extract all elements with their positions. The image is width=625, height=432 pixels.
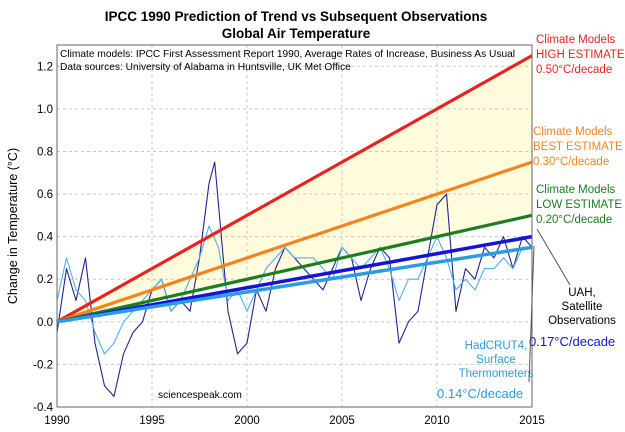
x-tick-label: 2000 [234, 415, 260, 427]
trend-label-high: 0.50°C/decade [536, 64, 612, 76]
trend-rate-hadcrut: 0.14°C/decade [437, 386, 523, 401]
trend-label-low: LOW ESTIMATE [536, 199, 622, 211]
source-note: Climate models: IPCC First Assessment Re… [60, 49, 515, 60]
trend-label-best: BEST ESTIMATE [533, 141, 623, 153]
trend-label-uah: UAH, [568, 287, 595, 299]
trend-label-low: Climate Models [536, 184, 615, 196]
x-tick-label: 2010 [424, 415, 450, 427]
trend-label-hadcrut: Surface [476, 354, 516, 366]
y-axis-label: Change in Temperature (°C) [6, 148, 20, 304]
trend-line-hadcrut [56, 245, 533, 324]
trend-label-uah: Satellite [562, 301, 603, 313]
trend-line-best [56, 160, 533, 324]
y-tick-label: 0.4 [37, 232, 54, 244]
x-tick-label: 2005 [329, 415, 355, 427]
trend-label-hadcrut: Thermometers [459, 368, 534, 380]
trend-label-hadcrut: HadCRUT4, [465, 340, 528, 352]
y-tick-label: 0.8 [37, 146, 53, 158]
uah-pointer [536, 228, 571, 286]
x-tick-label: 1990 [44, 415, 70, 427]
source-note: Data sources: University of Alabama in H… [60, 62, 351, 73]
trend-label-high: HIGH ESTIMATE [536, 49, 625, 61]
trend-label-high: Climate Models [536, 34, 615, 46]
y-tick-label: 0.6 [37, 189, 53, 201]
trend-rate-uah: 0.17°C/decade [529, 334, 615, 349]
chart-title: IPCC 1990 Prediction of Trend vs Subsequ… [105, 9, 488, 24]
x-tick-label: 1995 [139, 415, 165, 427]
y-tick-label: 0.2 [37, 274, 53, 286]
trend-label-best: Climate Models [533, 126, 612, 138]
y-tick-label: -0.4 [33, 402, 53, 414]
trend-label-uah: Observations [548, 315, 616, 327]
hadcrut-pointer [528, 245, 535, 383]
trend-label-best: 0.30°C/decade [533, 156, 609, 168]
chart-subtitle: Global Air Temperature [222, 26, 371, 41]
y-tick-label: -0.2 [33, 359, 53, 371]
trend-label-low: 0.20°C/decade [536, 214, 612, 226]
plot-area: -0.4 -0.2 0.0 0.2 0.4 0.6 0.8 1.0 1.2 1990 1995 200… [33, 34, 625, 427]
trend-line-low [56, 213, 533, 324]
trend-line-uah [56, 234, 533, 324]
watermark: sciencespeak.com [158, 390, 242, 401]
trend-line-high [56, 54, 533, 324]
x-tick-label: 2015 [519, 415, 545, 427]
y-tick-label: 0.0 [37, 317, 53, 329]
y-tick-label: 1.0 [37, 104, 53, 116]
y-tick-label: 1.2 [37, 61, 53, 73]
plot-border [56, 44, 533, 408]
